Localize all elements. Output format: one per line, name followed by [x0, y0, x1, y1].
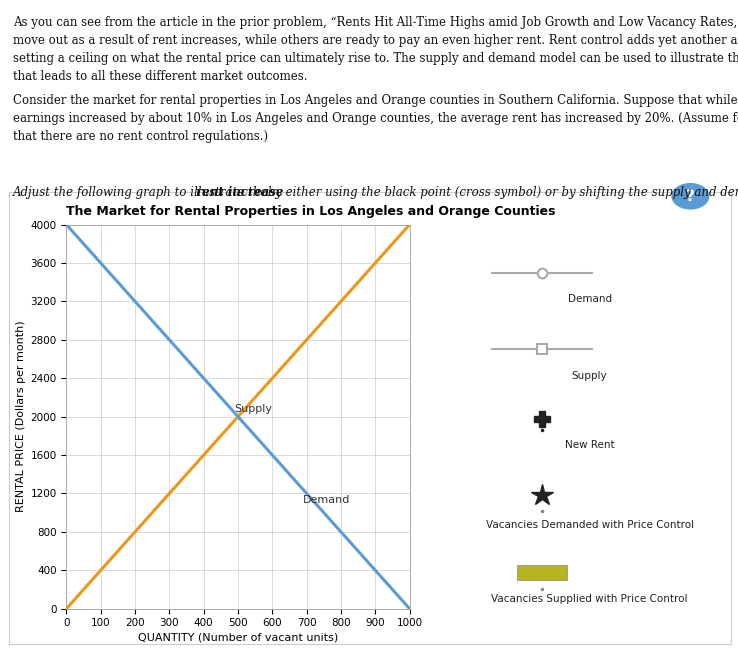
Text: Supply: Supply — [572, 370, 607, 381]
Text: Vacancies Demanded with Price Control: Vacancies Demanded with Price Control — [486, 520, 694, 531]
X-axis label: QUANTITY (Number of vacant units): QUANTITY (Number of vacant units) — [138, 633, 338, 643]
Text: Vacancies Supplied with Price Control: Vacancies Supplied with Price Control — [492, 594, 688, 605]
Y-axis label: RENTAL PRICE (Dollars per month): RENTAL PRICE (Dollars per month) — [16, 321, 27, 512]
Circle shape — [672, 184, 708, 209]
Text: Demand: Demand — [303, 495, 351, 505]
Text: The Market for Rental Properties in Los Angeles and Orange Counties: The Market for Rental Properties in Los … — [66, 205, 556, 218]
Text: As you can see from the article in the prior problem, “Rents Hit All-Time Highs : As you can see from the article in the p… — [13, 16, 738, 83]
Text: Supply: Supply — [235, 404, 272, 414]
Text: ?: ? — [686, 189, 695, 204]
Text: rent increase: rent increase — [196, 186, 283, 199]
FancyBboxPatch shape — [517, 564, 568, 580]
Text: by either using the black point (cross symbol) or by shifting the supply and dem: by either using the black point (cross s… — [264, 186, 738, 199]
Text: New Rent: New Rent — [565, 439, 615, 450]
Text: Consider the market for rental properties in Los Angeles and Orange counties in : Consider the market for rental propertie… — [13, 94, 738, 143]
Text: Adjust the following graph to illustrate the: Adjust the following graph to illustrate… — [13, 186, 272, 199]
Text: Demand: Demand — [568, 294, 612, 304]
